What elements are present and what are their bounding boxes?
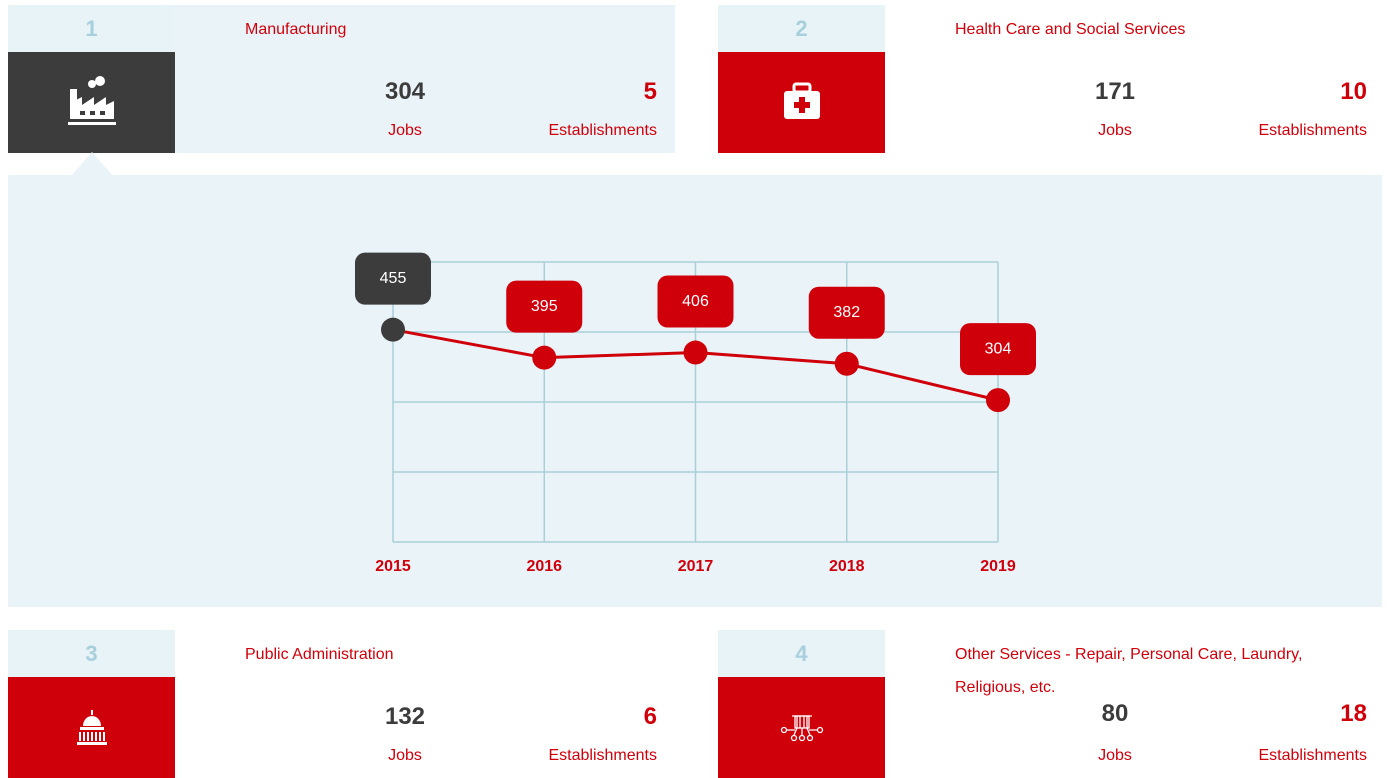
x-tick-label: 2018 bbox=[829, 558, 865, 575]
icon bbox=[8, 52, 175, 153]
chart: 2015 2016 2017 2018 2019 455 395 406 382 304 bbox=[8, 175, 1382, 607]
data-label: 455 bbox=[380, 270, 407, 287]
label-bubble bbox=[808, 286, 885, 339]
data-label: 382 bbox=[833, 304, 860, 321]
jobs-label: Jobs bbox=[388, 122, 422, 139]
icon bbox=[718, 52, 885, 153]
establishments-value: 5 bbox=[643, 78, 657, 105]
establishments-value: 10 bbox=[1340, 78, 1367, 105]
icon bbox=[8, 677, 175, 778]
x-tick-label: 2016 bbox=[526, 558, 562, 575]
jobs-value: 132 bbox=[384, 703, 426, 730]
x-tick-label: 2015 bbox=[375, 558, 411, 575]
info-panel bbox=[175, 630, 675, 778]
point bbox=[834, 351, 859, 376]
label-bubble bbox=[657, 275, 734, 328]
establishments-value: 18 bbox=[1340, 700, 1367, 727]
data-label: 406 bbox=[682, 293, 709, 310]
establishments-value: 6 bbox=[643, 703, 657, 730]
label-bubble bbox=[506, 280, 583, 333]
info-panel bbox=[885, 5, 1385, 153]
establishments-label: Establishments bbox=[548, 122, 658, 139]
card-title: Public Administration bbox=[245, 646, 394, 663]
data-label: 304 bbox=[985, 340, 1012, 357]
info-panel bbox=[885, 630, 1385, 778]
x-tick-label: 2017 bbox=[678, 558, 714, 575]
rank: 1 bbox=[8, 5, 175, 52]
card-title: Health Care and Social Services bbox=[955, 21, 1186, 38]
rank: 3 bbox=[8, 630, 175, 677]
jobs-value: 80 bbox=[1101, 700, 1129, 727]
rank: 4 bbox=[718, 630, 885, 677]
label-bubble bbox=[960, 323, 1036, 376]
jobs-label: Jobs bbox=[388, 747, 422, 764]
label-bubble bbox=[355, 252, 431, 305]
jobs-label: Jobs bbox=[1098, 122, 1132, 139]
data-label: 395 bbox=[531, 298, 558, 315]
establishments-label: Establishments bbox=[1258, 122, 1368, 139]
jobs-value: 171 bbox=[1094, 78, 1136, 105]
pointer bbox=[72, 152, 112, 175]
jobs-value: 304 bbox=[384, 78, 426, 105]
x-tick-label: 2019 bbox=[980, 558, 1016, 575]
jobs-label: Jobs bbox=[1098, 747, 1132, 764]
point bbox=[381, 317, 405, 342]
rank: 2 bbox=[718, 5, 885, 52]
point bbox=[683, 340, 708, 365]
info-panel bbox=[175, 5, 675, 153]
icon bbox=[718, 677, 885, 778]
point bbox=[986, 388, 1010, 413]
card-title: Other Services - Repair, Personal Care, … bbox=[955, 646, 1303, 696]
establishments-label: Establishments bbox=[1258, 747, 1368, 764]
point bbox=[532, 345, 557, 370]
establishments-label: Establishments bbox=[548, 747, 658, 764]
card-title: Manufacturing bbox=[245, 21, 347, 38]
